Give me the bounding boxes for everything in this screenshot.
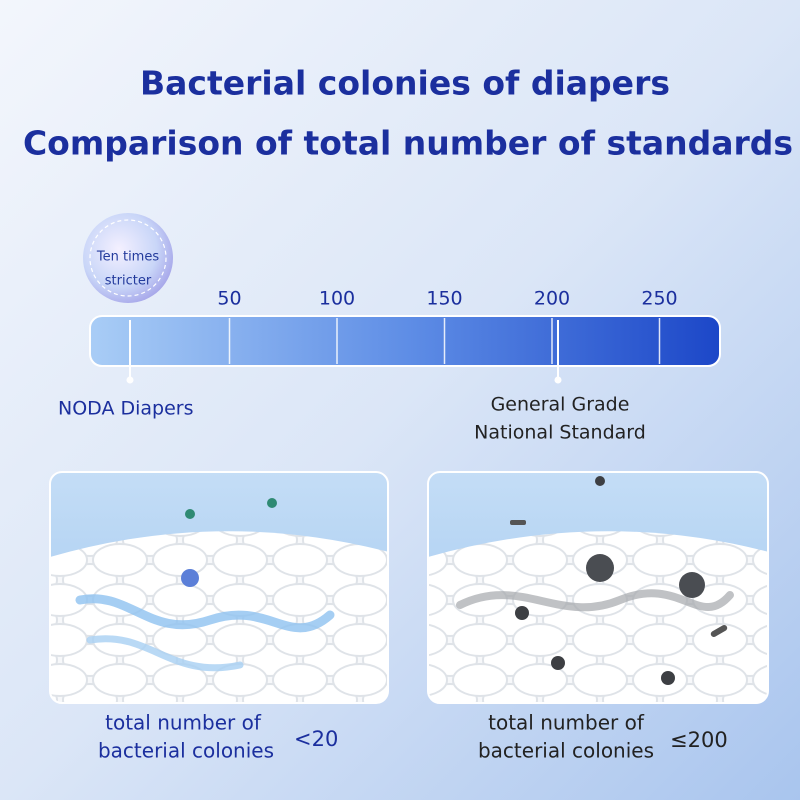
tick-label: 250 — [641, 288, 677, 310]
caption: total number of — [105, 711, 262, 735]
panel-frame — [49, 471, 389, 704]
panel-frame — [427, 471, 769, 704]
caption: bacterial colonies — [98, 739, 274, 763]
tick-label: 100 — [319, 288, 355, 310]
marker-label: General Grade — [491, 394, 630, 416]
scale-bar — [89, 315, 721, 367]
title-line: Bacterial colonies of diapers — [140, 64, 670, 103]
panel-image — [50, 472, 388, 703]
badge — [83, 213, 173, 303]
badge-text: Ten times — [96, 250, 159, 265]
caption: bacterial colonies — [478, 739, 654, 763]
marker-dot — [554, 376, 562, 384]
tick-label: 50 — [217, 288, 241, 310]
caption-limit: ≤200 — [670, 728, 728, 752]
tick-label: 200 — [534, 288, 570, 310]
title-line: Comparison of total number of standards — [23, 124, 793, 163]
caption-limit: <20 — [294, 727, 338, 751]
marker-label: National Standard — [474, 422, 646, 444]
panel-image — [428, 472, 768, 703]
marker-dot — [126, 376, 134, 384]
marker-label: NODA Diapers — [58, 398, 194, 420]
caption: total number of — [488, 711, 645, 735]
badge-ring — [89, 219, 167, 297]
badge-text: stricter — [105, 274, 152, 289]
tick-label: 150 — [426, 288, 462, 310]
